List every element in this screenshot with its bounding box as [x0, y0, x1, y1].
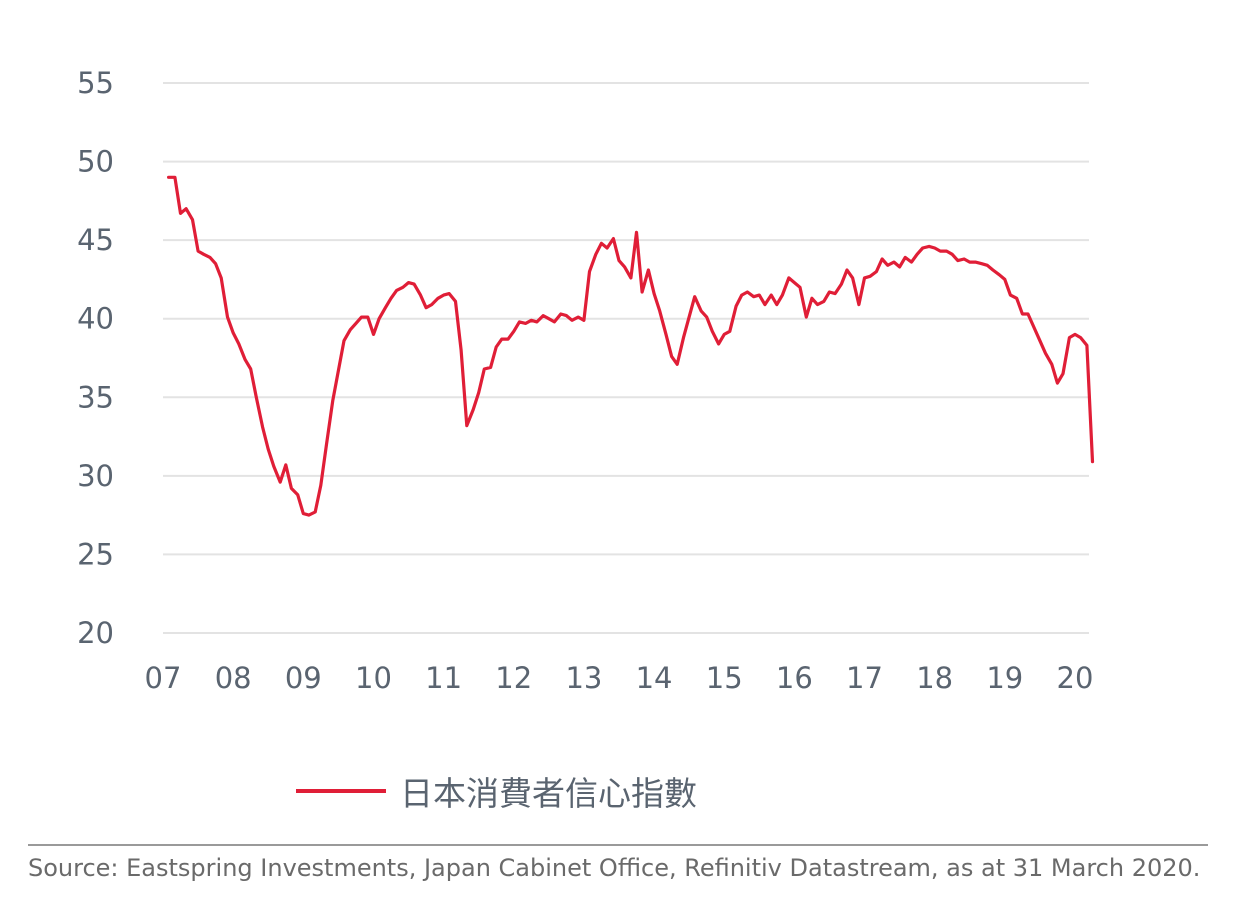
y-tick-label: 20 — [77, 616, 114, 650]
x-tick-label: 19 — [986, 661, 1023, 695]
line-chart: 55 50 45 40 35 30 25 20 07 08 09 10 11 12 13 14 15 16 17 1… — [77, 66, 1095, 695]
x-tick-label: 11 — [425, 661, 462, 695]
x-tick-label: 09 — [285, 661, 322, 695]
x-tick-label: 13 — [565, 661, 602, 695]
y-tick-label: 45 — [77, 223, 114, 257]
x-tick-label: 18 — [916, 661, 953, 695]
y-tick-label: 25 — [77, 537, 114, 571]
legend: 日本消費者信心指數 — [296, 768, 697, 814]
x-tick-label: 15 — [706, 661, 743, 695]
y-tick-label: 30 — [77, 459, 114, 493]
legend-label: 日本消費者信心指數 — [400, 774, 697, 813]
y-axis-tick-labels: 55 50 45 40 35 30 25 20 — [77, 66, 114, 650]
source-note: Source: Eastspring Investments, Japan Ca… — [28, 854, 1201, 882]
gridlines — [163, 82, 1089, 634]
x-axis-tick-labels: 07 08 09 10 11 12 13 14 15 16 17 18 19 20 — [145, 661, 1094, 695]
series-group — [167, 175, 1095, 517]
x-tick-label: 20 — [1057, 661, 1094, 695]
x-tick-label: 16 — [776, 661, 813, 695]
x-tick-label: 10 — [355, 661, 392, 695]
x-tick-label: 17 — [846, 661, 883, 695]
y-tick-label: 40 — [77, 302, 114, 336]
footer-divider — [28, 844, 1208, 846]
legend-swatch — [296, 789, 386, 793]
x-tick-label: 14 — [636, 661, 673, 695]
x-tick-label: 07 — [145, 661, 182, 695]
series-line-consumer-confidence — [167, 175, 1095, 517]
y-tick-label: 50 — [77, 145, 114, 179]
x-tick-label: 12 — [495, 661, 532, 695]
y-tick-label: 55 — [77, 66, 114, 100]
y-tick-label: 35 — [77, 380, 114, 414]
x-tick-label: 08 — [215, 661, 252, 695]
